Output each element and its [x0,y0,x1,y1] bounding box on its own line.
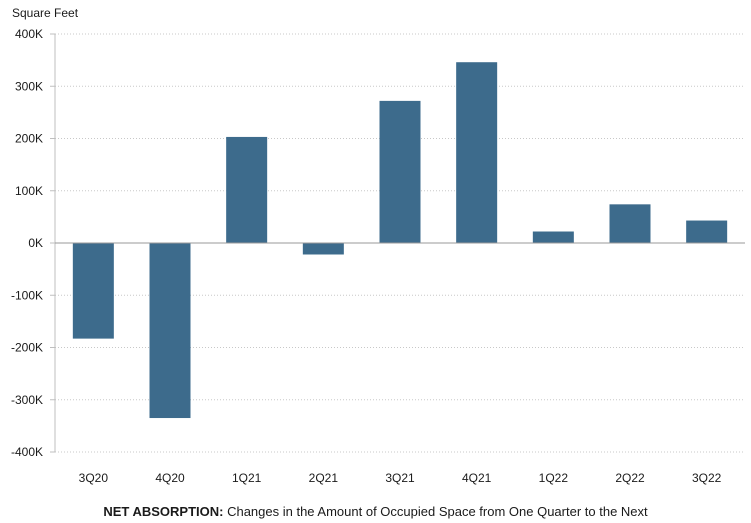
y-axis-ticks: 400K 300K 200K 100K 0K -100K -200K -300K -400K [11,27,55,459]
bars [73,62,727,418]
y-tick-label: -200K [11,341,43,355]
caption-bold: NET ABSORPTION: [103,504,223,519]
net-absorption-chart: Square Feet 400K 300K 200K 100K 0K -100K -200K… [0,0,751,500]
x-tick-label: 4Q20 [155,471,185,485]
x-tick-label: 1Q21 [232,471,262,485]
bar-4q21 [456,62,497,243]
bar-3q20 [73,243,114,339]
y-axis-title: Square Feet [12,6,79,20]
y-tick-label: 300K [15,79,43,93]
bar-1q22 [533,232,574,243]
bar-2q22 [610,204,651,243]
caption-text: Changes in the Amount of Occupied Space … [223,504,647,519]
x-tick-label: 3Q22 [692,471,722,485]
y-tick-label: -400K [11,445,43,459]
y-tick-label: 100K [15,184,43,198]
y-tick-label: 0K [28,236,43,250]
x-tick-label: 2Q21 [309,471,339,485]
bar-4q20 [150,243,191,418]
y-tick-label: -100K [11,288,43,302]
y-tick-label: 200K [15,132,43,146]
bar-3q22 [686,221,727,243]
bar-1q21 [226,137,267,243]
x-tick-label: 2Q22 [615,471,645,485]
y-tick-label: -300K [11,393,43,407]
x-axis-ticks: 3Q20 4Q20 1Q21 2Q21 3Q21 4Q21 1Q22 2Q22 3Q22 [79,471,722,485]
x-tick-label: 4Q21 [462,471,492,485]
y-tick-label: 400K [15,27,43,41]
x-tick-label: 3Q20 [79,471,109,485]
bar-3q21 [380,101,421,243]
x-tick-label: 3Q21 [385,471,415,485]
x-tick-label: 1Q22 [539,471,569,485]
bar-2q21 [303,243,344,254]
chart-caption: NET ABSORPTION: Changes in the Amount of… [0,504,751,519]
